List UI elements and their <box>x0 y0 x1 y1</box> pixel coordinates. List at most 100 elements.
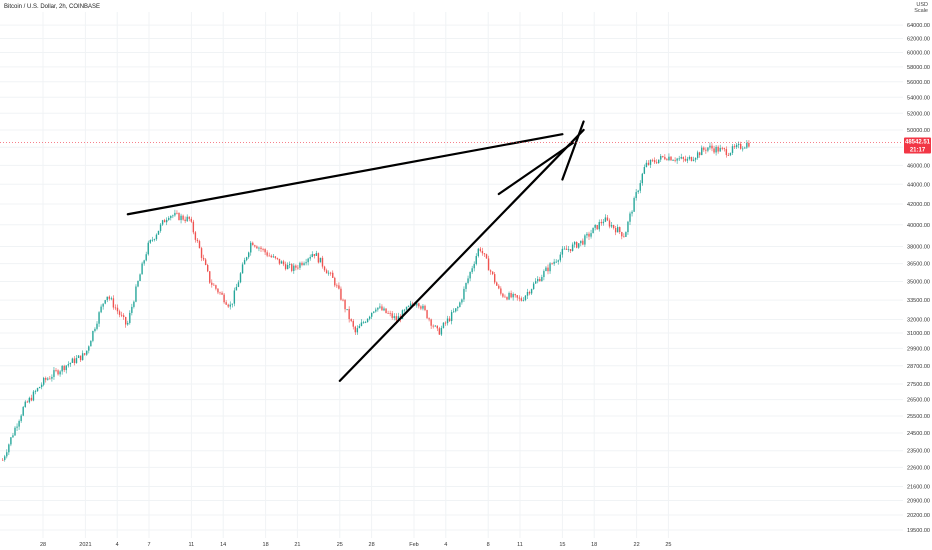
candle-body <box>194 232 197 240</box>
time-axis-panel[interactable] <box>0 538 903 550</box>
candle-body <box>696 152 699 158</box>
candle-body <box>96 323 98 329</box>
candle-body <box>660 156 662 160</box>
candle-body <box>254 245 256 247</box>
candle-body <box>532 283 535 290</box>
candle-body <box>694 157 697 160</box>
candle-body <box>506 297 508 300</box>
candle-body <box>422 305 424 309</box>
candle-body <box>744 147 746 149</box>
candle-body <box>270 255 272 258</box>
candle-body <box>2 459 4 461</box>
candle-body <box>286 265 289 270</box>
candle-body <box>678 158 680 160</box>
candle-body <box>387 313 389 314</box>
time-axis[interactable]: 28 2021 4 7 11 14 18 21 25 28 Feb 4 8 11 15 18 22 25 <box>40 542 672 548</box>
candle-body <box>276 257 279 259</box>
candle-body <box>114 307 117 309</box>
candle-body <box>47 378 49 380</box>
candle-body <box>135 286 137 302</box>
candle-body <box>84 353 86 355</box>
trendline[interactable] <box>561 120 585 181</box>
candle-body <box>508 292 510 300</box>
candle-body <box>100 306 102 313</box>
candlestick-series <box>2 139 750 462</box>
candle-body <box>241 264 244 274</box>
candle-body <box>727 155 730 156</box>
candle-body <box>49 378 51 380</box>
trendline[interactable] <box>497 141 575 196</box>
trendline[interactable] <box>338 128 585 382</box>
candle-body <box>65 365 67 371</box>
candle-body <box>555 261 557 263</box>
candle-body <box>635 192 637 199</box>
candle-body <box>184 219 186 222</box>
candle-body <box>104 300 106 304</box>
candle-body <box>217 288 219 293</box>
candle-body <box>596 225 598 230</box>
price-axis-tick: 54000.00 <box>907 95 930 101</box>
candle-body <box>455 308 457 312</box>
candle-body <box>434 325 436 327</box>
candle-body <box>649 159 652 165</box>
candle-body <box>395 316 397 321</box>
candle-body <box>485 254 488 259</box>
candle-body <box>547 267 549 272</box>
candle-body <box>645 162 648 168</box>
time-axis-tick: 8 <box>487 542 490 548</box>
candle-body <box>59 371 61 375</box>
candle-body <box>141 263 143 275</box>
candle-body <box>188 216 190 219</box>
price-axis-panel[interactable] <box>903 0 932 550</box>
candle-body <box>606 217 609 221</box>
candle-body <box>670 156 672 161</box>
price-axis[interactable]: 64000.00 62000.00 60000.00 58000.00 56000.00… <box>907 23 930 534</box>
candle-body <box>377 307 379 310</box>
candle-body <box>116 307 119 312</box>
trendlines[interactable] <box>126 120 585 382</box>
candle-body <box>174 212 176 216</box>
candle-body <box>448 318 451 322</box>
candle-body <box>313 254 315 256</box>
candle-body <box>666 159 668 161</box>
candle-body <box>53 370 55 377</box>
candle-body <box>243 260 246 265</box>
candle-body <box>465 282 467 289</box>
candle-body <box>16 426 18 428</box>
price-axis-tick: 22600.00 <box>907 465 930 471</box>
candle-body <box>71 358 74 363</box>
price-axis-tick: 24500.00 <box>907 431 930 437</box>
candle-body <box>409 303 412 306</box>
candle-body <box>344 299 346 310</box>
candle-body <box>549 263 551 272</box>
candle-body <box>502 293 504 297</box>
candle-body <box>686 158 689 161</box>
candle-body <box>602 221 605 224</box>
candle-body <box>453 311 455 313</box>
candle-body <box>510 292 512 298</box>
candle-body <box>268 255 270 257</box>
candle-body <box>75 357 78 364</box>
axis-currency-label[interactable]: USD Scale <box>914 2 928 14</box>
candle-body <box>676 158 678 161</box>
price-axis-tick: 52000.00 <box>907 111 930 117</box>
candle-body <box>196 239 199 242</box>
candle-body <box>88 346 90 351</box>
candle-body <box>77 355 80 358</box>
candle-body <box>397 316 400 321</box>
candle-body <box>684 158 687 161</box>
time-axis-tick: 15 <box>559 542 565 548</box>
time-axis-tick: Feb <box>409 542 418 548</box>
candle-body <box>86 350 88 355</box>
candle-body <box>664 156 666 160</box>
candle-body <box>340 288 342 300</box>
candle-body <box>127 322 129 325</box>
candle-body <box>213 284 215 286</box>
price-axis-tick: 35000.00 <box>907 279 930 285</box>
candle-body <box>746 142 748 148</box>
candle-body <box>580 240 582 244</box>
price-axis-tick: 50000.00 <box>907 128 930 134</box>
trendline[interactable] <box>126 133 564 216</box>
candle-body <box>14 427 16 436</box>
